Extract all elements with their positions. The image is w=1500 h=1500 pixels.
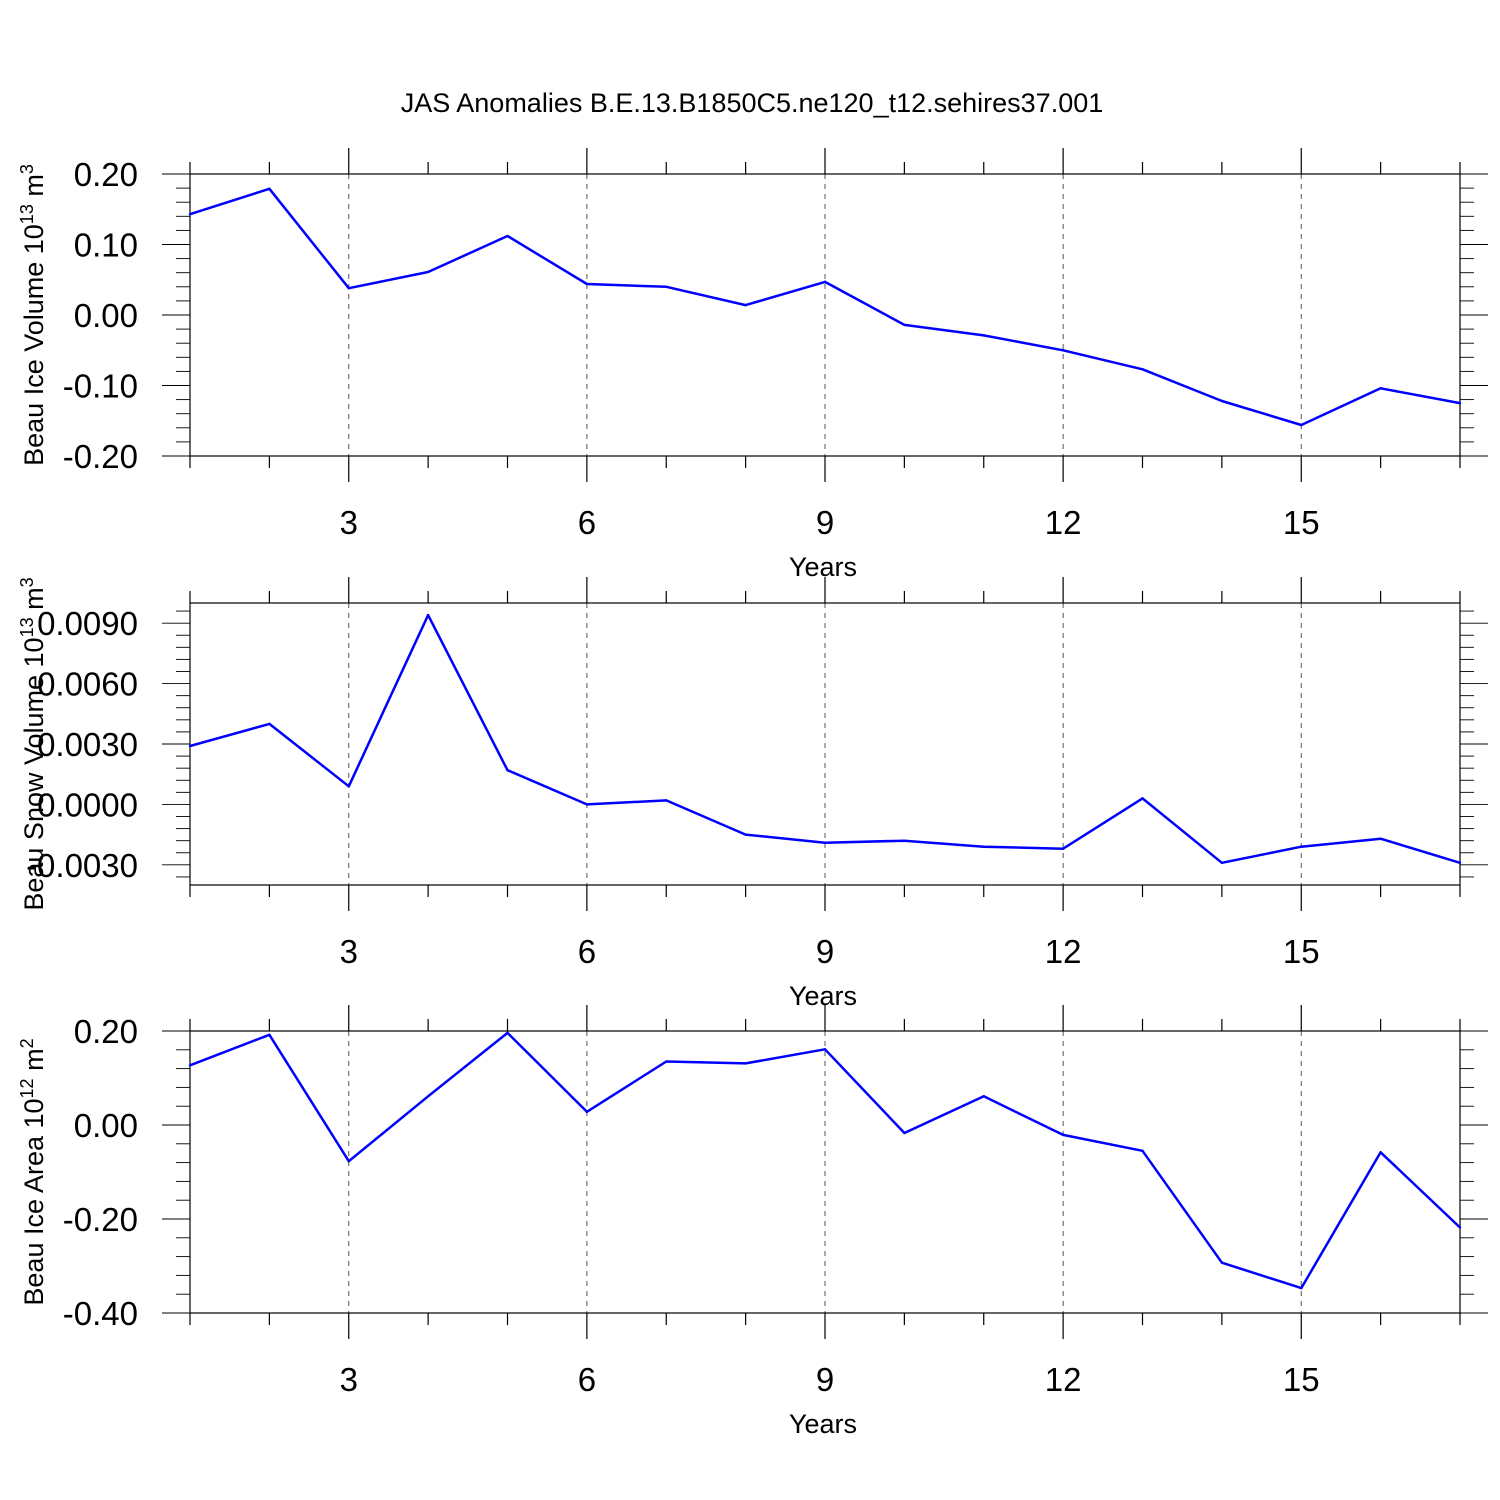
data-point (506, 768, 509, 772)
x-tick-label: 3 (340, 933, 358, 970)
data-point (1141, 1149, 1144, 1153)
data-point (982, 334, 985, 337)
data-point (1300, 423, 1303, 427)
data-point (823, 280, 827, 284)
data-point (982, 1095, 985, 1098)
x-tick-label: 12 (1045, 933, 1082, 970)
x-tick-label: 3 (340, 504, 358, 541)
x-tick-label: 6 (578, 504, 596, 541)
y-tick-label: 0.00 (74, 297, 138, 334)
data-point (347, 287, 350, 290)
data-point (1458, 861, 1462, 865)
x-tick-label: 12 (1045, 504, 1082, 541)
data-point (744, 833, 747, 836)
data-point (268, 1033, 271, 1036)
panel-2: 3 6 9 12 15 Years 0.0090 0.0060 0.0030 0.0000 -0.0… (17, 577, 1488, 1011)
x-tick-label: 9 (816, 933, 834, 970)
data-point (744, 1062, 747, 1065)
data-point (426, 613, 430, 617)
y-tick-label: 0.0090 (37, 605, 138, 642)
data-point (506, 1031, 509, 1035)
x-tick-label: 6 (578, 1361, 596, 1398)
y-tick-label: -0.40 (63, 1295, 138, 1332)
panels: 3 6 9 12 15 Years 0.20 0.10 0.00 -0.10 -0.20 Beau I… (17, 148, 1488, 1439)
y-tick-label: -0.20 (63, 438, 138, 475)
data-point (665, 799, 668, 802)
data-point (903, 839, 906, 842)
x-tick-label: 3 (340, 1361, 358, 1398)
data-point (1379, 837, 1382, 840)
data-point (1379, 387, 1382, 390)
data-point (426, 270, 430, 274)
data-point (903, 323, 906, 327)
x-tick-label: 9 (816, 1361, 834, 1398)
data-point (823, 1048, 827, 1051)
data-point (1458, 401, 1462, 405)
data-point (1220, 861, 1224, 865)
x-axis-label: Years (789, 981, 857, 1011)
data-point (823, 841, 827, 844)
y-axis-label: Beau Snow Volume 1013 m3 (17, 577, 49, 910)
y-tick-label: 0.20 (74, 1013, 138, 1050)
data-point (1220, 399, 1224, 403)
data-point (585, 1110, 589, 1114)
data-point (1458, 1226, 1462, 1229)
x-axis-label: Years (789, 1409, 857, 1439)
chart-title: JAS Anomalies B.E.13.B1850C5.ne120_t12.s… (401, 88, 1104, 118)
x-tick-label: 12 (1045, 1361, 1082, 1398)
data-point (1061, 1133, 1065, 1137)
data-point (188, 212, 192, 216)
data-point (1061, 847, 1065, 850)
data-point (347, 785, 350, 788)
y-tick-label: -0.0030 (26, 847, 138, 884)
y-tick-label: 0.0060 (37, 666, 138, 703)
data-point (347, 1159, 350, 1163)
y-tick-label: 0.0030 (37, 726, 138, 763)
x-tick-label: 15 (1283, 1361, 1320, 1398)
data-point (744, 303, 747, 307)
panel-1: 3 6 9 12 15 Years 0.20 0.10 0.00 -0.10 -0.20 Beau I… (17, 148, 1488, 582)
data-point (506, 234, 509, 238)
y-tick-label: -0.10 (63, 368, 138, 405)
data-point (665, 1060, 668, 1063)
data-point (1300, 845, 1303, 848)
y-tick-label: 0.20 (74, 156, 138, 193)
x-axis-label: Years (789, 552, 857, 582)
y-axis-label: Beau Ice Area 1012 m2 (17, 1038, 49, 1305)
data-point (903, 1131, 906, 1135)
x-tick-label: 6 (578, 933, 596, 970)
y-tick-label: 0.10 (74, 227, 138, 264)
data-point (1300, 1286, 1303, 1290)
y-axis-label: Beau Ice Volume 1013 m3 (17, 164, 49, 466)
data-point (1220, 1261, 1224, 1264)
x-tick-label: 15 (1283, 933, 1320, 970)
data-point (665, 285, 668, 288)
data-point (1379, 1151, 1382, 1154)
data-point (188, 744, 192, 748)
y-tick-label: 0.0000 (37, 786, 138, 823)
y-tick-label: -0.20 (63, 1201, 138, 1238)
data-point (268, 187, 271, 191)
data-point (268, 722, 271, 726)
data-point (585, 282, 589, 286)
data-point (188, 1064, 192, 1067)
data-point (1141, 797, 1144, 800)
data-point (1141, 368, 1144, 371)
panel-3: 3 6 9 12 15 Years 0.20 0.00 -0.20 -0.40 Beau Ice A… (17, 1005, 1488, 1439)
data-point (982, 845, 985, 848)
data-point (1061, 349, 1065, 352)
x-tick-label: 9 (816, 504, 834, 541)
x-tick-label: 15 (1283, 504, 1320, 541)
y-tick-label: 0.00 (74, 1107, 138, 1144)
data-point (426, 1095, 430, 1098)
data-point (585, 803, 589, 806)
